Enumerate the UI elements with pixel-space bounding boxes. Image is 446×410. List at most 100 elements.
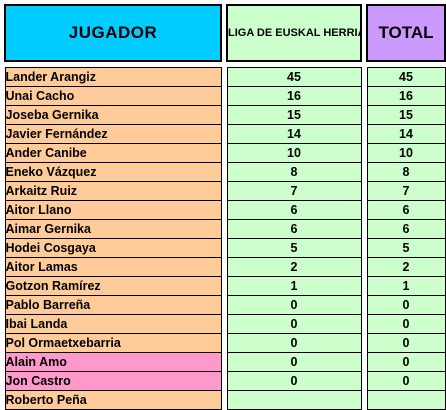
column-gap <box>221 352 227 371</box>
column-gap <box>361 371 367 390</box>
player-name-cell: Pablo Barreña <box>4 294 222 315</box>
player-name-cell: Eneko Vázquez <box>4 161 222 182</box>
total-goals-cell: 1 <box>366 275 446 296</box>
total-goals-cell: 5 <box>366 237 446 258</box>
liga-goals-cell: 7 <box>226 180 362 201</box>
player-name-cell: Pol Ormaetxebarria <box>4 332 222 353</box>
column-gap <box>361 5 367 61</box>
column-gap <box>361 238 367 257</box>
total-goals-cell: 10 <box>366 142 446 163</box>
liga-goals-cell: 0 <box>226 294 362 315</box>
player-name-cell: Aimar Gernika <box>4 218 222 239</box>
liga-goals-cell: 1 <box>226 275 362 296</box>
spacer-cell <box>5 61 445 67</box>
total-goals-cell: 0 <box>366 313 446 334</box>
header-total: TOTAL <box>366 4 446 62</box>
column-gap <box>361 276 367 295</box>
column-gap <box>221 86 227 105</box>
liga-goals-cell: 15 <box>226 104 362 125</box>
column-gap <box>361 181 367 200</box>
column-gap <box>361 200 367 219</box>
total-goals-cell: 6 <box>366 199 446 220</box>
total-goals-cell: 8 <box>366 161 446 182</box>
column-gap <box>221 295 227 314</box>
column-gap <box>361 219 367 238</box>
column-gap <box>221 162 227 181</box>
player-name-cell: Javier Fernández <box>4 123 222 144</box>
player-name-cell: Joseba Gernika <box>4 104 222 125</box>
column-gap <box>221 314 227 333</box>
player-name-cell: Ibai Landa <box>4 313 222 334</box>
column-gap <box>221 257 227 276</box>
player-name-cell: Unai Cacho <box>4 85 222 106</box>
table-row: Unai Cacho 16 16 <box>4 85 446 106</box>
player-name-cell: Aitor Llano <box>4 199 222 220</box>
header-spacer <box>5 61 445 67</box>
column-gap <box>221 371 227 390</box>
liga-goals-cell: 0 <box>226 332 362 353</box>
column-gap <box>221 67 227 86</box>
column-gap <box>221 181 227 200</box>
table-row: Pol Ormaetxebarria 0 0 <box>4 332 446 353</box>
table-row: Hodei Cosgaya 5 5 <box>4 237 446 258</box>
player-name-cell: Gotzon Ramírez <box>4 275 222 296</box>
table-row: Javier Fernández 14 14 <box>4 123 446 144</box>
player-name-cell: Hodei Cosgaya <box>4 237 222 258</box>
player-name-cell: Jon Castro <box>4 370 222 391</box>
total-goals-cell: 0 <box>366 332 446 353</box>
column-gap <box>361 67 367 86</box>
column-gap <box>221 143 227 162</box>
total-goals-cell: 45 <box>366 66 446 87</box>
table-row: Jon Castro 0 0 <box>4 370 446 391</box>
liga-goals-cell: 0 <box>226 313 362 334</box>
column-gap <box>361 162 367 181</box>
table-row: Ander Canibe 10 10 <box>4 142 446 163</box>
player-name-cell: Ander Canibe <box>4 142 222 163</box>
total-goals-cell: 14 <box>366 123 446 144</box>
player-name-cell: Arkaitz Ruiz <box>4 180 222 201</box>
column-gap <box>361 352 367 371</box>
total-goals-cell: 16 <box>366 85 446 106</box>
column-gap <box>361 105 367 124</box>
column-gap <box>221 200 227 219</box>
column-gap <box>361 333 367 352</box>
liga-goals-cell: 2 <box>226 256 362 277</box>
liga-goals-cell: 5 <box>226 237 362 258</box>
table-row: Arkaitz Ruiz 7 7 <box>4 180 446 201</box>
table-row: Lander Arangiz 45 45 <box>4 66 446 87</box>
player-name-cell: Lander Arangiz <box>4 66 222 87</box>
total-goals-cell: 7 <box>366 180 446 201</box>
total-goals-cell: 2 <box>366 256 446 277</box>
total-goals-cell: 6 <box>366 218 446 239</box>
liga-goals-cell: 10 <box>226 142 362 163</box>
table-row: Aimar Gernika 6 6 <box>4 218 446 239</box>
column-gap <box>361 314 367 333</box>
liga-goals-cell: 0 <box>226 370 362 391</box>
table-row: Alain Amo 0 0 <box>4 351 446 372</box>
player-name-cell: Aitor Lamas <box>4 256 222 277</box>
scorers-table: JUGADOR LIGA DE EUSKAL HERRIA JUVENIL MA… <box>4 4 446 410</box>
column-gap <box>221 238 227 257</box>
table-row: Aitor Lamas 2 2 <box>4 256 446 277</box>
column-gap <box>361 124 367 143</box>
table-row: Ibai Landa 0 0 <box>4 313 446 334</box>
column-gap <box>221 105 227 124</box>
column-gap <box>221 333 227 352</box>
liga-goals-cell: 0 <box>226 351 362 372</box>
column-gap <box>221 219 227 238</box>
liga-goals-cell: 8 <box>226 161 362 182</box>
liga-goals-cell: 6 <box>226 199 362 220</box>
column-gap <box>221 276 227 295</box>
table-row: Joseba Gernika 15 15 <box>4 104 446 125</box>
liga-goals-cell: 14 <box>226 123 362 144</box>
column-gap <box>361 257 367 276</box>
header-row: JUGADOR LIGA DE EUSKAL HERRIA JUVENIL MA… <box>4 4 446 62</box>
column-gap <box>361 86 367 105</box>
table-row: Aitor Llano 6 6 <box>4 199 446 220</box>
table-row: Eneko Vázquez 8 8 <box>4 161 446 182</box>
total-goals-cell: 0 <box>366 370 446 391</box>
table-row: Gotzon Ramírez 1 1 <box>4 275 446 296</box>
total-goals-cell: 0 <box>366 294 446 315</box>
player-name-cell: Alain Amo <box>4 351 222 372</box>
header-player: JUGADOR <box>4 4 222 62</box>
